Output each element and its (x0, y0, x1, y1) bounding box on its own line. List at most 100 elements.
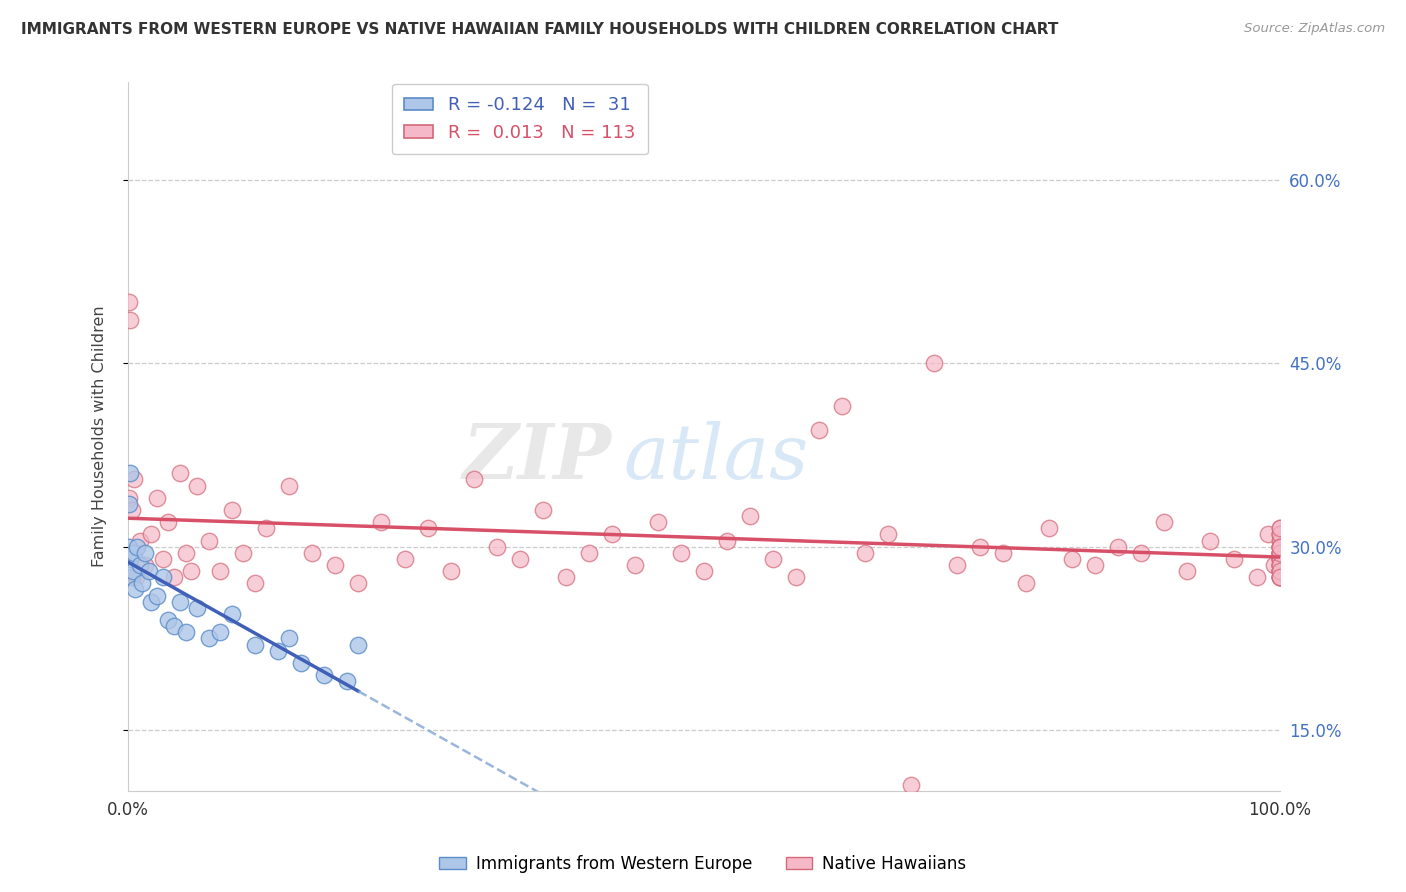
Point (554, 570, 576, 584)
Point (118, 540, 141, 554)
Point (922, 356, 945, 370)
Point (693, 564, 716, 578)
Point (221, 607, 243, 621)
Point (121, 503, 143, 517)
Point (1263, 558, 1285, 572)
Legend: Immigrants from Western Europe, Native Hawaiians: Immigrants from Western Europe, Native H… (433, 848, 973, 880)
Point (623, 558, 645, 572)
Point (121, 570, 143, 584)
Point (1268, 521, 1291, 535)
Point (1268, 540, 1291, 554)
Text: Source: ZipAtlas.com: Source: ZipAtlas.com (1244, 22, 1385, 36)
Point (1268, 552, 1291, 566)
Point (578, 546, 600, 560)
Point (1268, 527, 1291, 541)
Point (152, 570, 174, 584)
Point (1268, 564, 1291, 578)
Point (1268, 570, 1291, 584)
Point (243, 638, 266, 652)
Point (1177, 564, 1199, 578)
Point (197, 533, 219, 548)
Point (1084, 558, 1107, 572)
Point (394, 552, 416, 566)
Point (169, 467, 191, 481)
Point (209, 625, 232, 640)
Point (1268, 527, 1291, 541)
Point (122, 472, 145, 486)
Point (647, 515, 669, 529)
Point (1268, 527, 1291, 541)
Point (1268, 521, 1291, 535)
Point (254, 521, 277, 535)
Point (1222, 552, 1244, 566)
Point (1268, 570, 1291, 584)
Point (669, 546, 692, 560)
Point (120, 467, 142, 481)
Point (716, 533, 738, 548)
Point (174, 625, 197, 640)
Point (1268, 540, 1291, 554)
Point (118, 497, 141, 511)
Point (1268, 546, 1291, 560)
Point (209, 564, 232, 578)
Point (1268, 570, 1291, 584)
Point (128, 533, 150, 548)
Point (531, 503, 554, 517)
Point (969, 540, 991, 554)
Point (1246, 570, 1268, 584)
Point (1268, 558, 1291, 572)
Point (157, 515, 180, 529)
Point (278, 478, 301, 492)
Point (1038, 521, 1060, 535)
Point (1257, 527, 1279, 541)
Point (1268, 552, 1291, 566)
Point (1268, 546, 1291, 560)
Point (1268, 558, 1291, 572)
Point (877, 527, 900, 541)
Point (267, 643, 290, 657)
Point (186, 600, 208, 615)
Point (1130, 546, 1153, 560)
Point (138, 564, 160, 578)
Point (1268, 540, 1291, 554)
Point (118, 552, 141, 566)
Point (347, 576, 370, 591)
Point (243, 576, 266, 591)
Point (1268, 552, 1291, 566)
Point (1268, 558, 1291, 572)
Point (1268, 564, 1291, 578)
Point (1268, 552, 1291, 566)
Y-axis label: Family Households with Children: Family Households with Children (93, 306, 107, 567)
Text: ZIP: ZIP (463, 421, 612, 495)
Point (312, 668, 335, 682)
Point (485, 540, 508, 554)
Point (141, 527, 163, 541)
Point (600, 527, 623, 541)
Point (197, 632, 219, 646)
Point (290, 656, 312, 670)
Point (125, 570, 148, 584)
Point (141, 595, 163, 609)
Point (1268, 564, 1291, 578)
Point (762, 552, 785, 566)
Point (128, 558, 150, 572)
Point (1268, 533, 1291, 548)
Point (1268, 570, 1291, 584)
Point (1268, 570, 1291, 584)
Point (278, 632, 301, 646)
Legend: R = -0.124   N =  31, R =  0.013   N = 113: R = -0.124 N = 31, R = 0.013 N = 113 (392, 84, 648, 154)
Point (1268, 546, 1291, 560)
Point (1268, 546, 1291, 560)
Point (370, 515, 392, 529)
Point (1199, 533, 1222, 548)
Point (1268, 546, 1291, 560)
Point (146, 491, 169, 505)
Point (180, 564, 202, 578)
Point (1268, 558, 1291, 572)
Point (900, 778, 922, 792)
Point (169, 595, 191, 609)
Point (1268, 558, 1291, 572)
Point (232, 546, 254, 560)
Point (221, 503, 243, 517)
Point (118, 295, 141, 310)
